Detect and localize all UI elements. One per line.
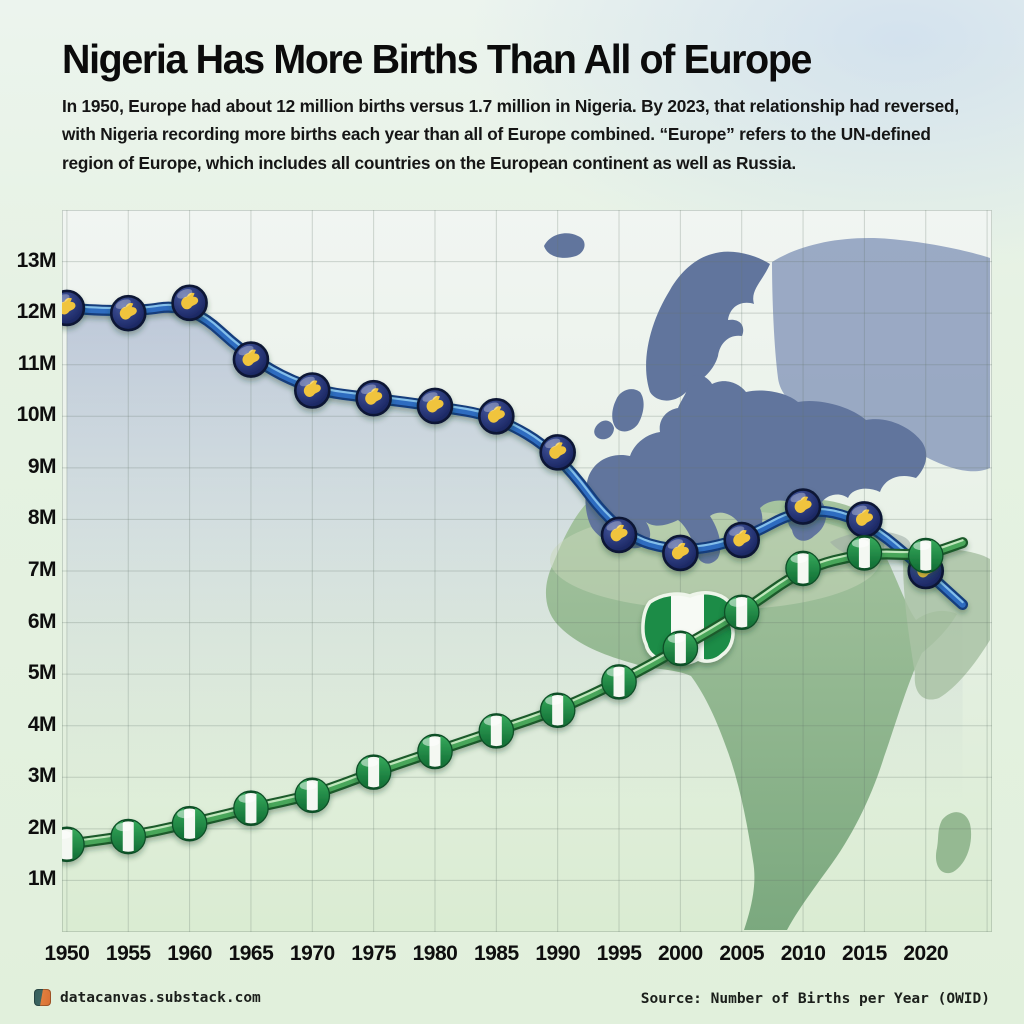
- europe-marker: [478, 397, 515, 435]
- europe-marker: [846, 501, 883, 538]
- europe-marker: [355, 379, 392, 417]
- nigeria-marker: [478, 713, 515, 749]
- datacanvas-logo-icon: [34, 989, 51, 1006]
- europe-marker: [171, 284, 208, 322]
- y-tick-label: 11M: [17, 351, 57, 375]
- nigeria-marker: [233, 790, 269, 827]
- x-tick-label: 2005: [719, 942, 765, 965]
- nigeria-marker: [355, 754, 392, 790]
- footer: datacanvas.substack.com Source: Number o…: [0, 986, 1024, 1016]
- x-tick-label: 2015: [842, 942, 887, 965]
- y-tick-label: 5M: [27, 661, 57, 685]
- europe-marker: [723, 521, 761, 559]
- nigeria-marker: [171, 805, 208, 842]
- x-tick-label: 1950: [44, 942, 90, 965]
- europe-line: [62, 301, 969, 611]
- nigeria-marker: [417, 733, 453, 770]
- europe-marker: [539, 434, 576, 471]
- nigeria-markers: [62, 535, 944, 863]
- x-tick-label: 2000: [658, 942, 703, 965]
- y-tick-label: 2M: [27, 815, 57, 839]
- x-tick-label: 1980: [412, 942, 458, 965]
- x-tick-label: 1960: [167, 942, 212, 965]
- x-tick-label: 2010: [780, 942, 826, 965]
- europe-marker: [293, 372, 331, 409]
- europe-marker: [109, 294, 147, 332]
- source-attribution: Source: Number of Births per Year (OWID): [640, 991, 990, 1007]
- site-url: datacanvas.substack.com: [60, 989, 261, 1006]
- y-tick-label: 4M: [27, 712, 57, 736]
- y-tick-label: 13M: [16, 248, 57, 272]
- europe-marker: [416, 387, 454, 425]
- x-tick-label: 2020: [903, 942, 949, 965]
- y-tick-label: 10M: [16, 403, 57, 427]
- nigeria-marker: [539, 692, 576, 729]
- nigeria-marker: [294, 777, 331, 814]
- y-tick-label: 9M: [27, 454, 57, 478]
- nigeria-marker: [662, 630, 699, 667]
- page-subtitle: In 1950, Europe had about 12 million bir…: [62, 96, 959, 173]
- y-tick-label: 8M: [27, 506, 57, 530]
- page-title: Nigeria Has More Births Than All of Euro…: [62, 36, 812, 82]
- nigeria-marker: [723, 594, 760, 631]
- x-tick-label: 1985: [473, 942, 519, 965]
- x-tick-label: 1995: [596, 942, 642, 965]
- y-tick-label: 6M: [27, 609, 57, 633]
- europe-marker: [232, 341, 270, 378]
- nigeria-marker: [110, 818, 147, 855]
- x-tick-label: 1990: [535, 942, 581, 965]
- x-tick-label: 1955: [105, 942, 151, 965]
- europe-marker: [662, 534, 699, 572]
- europe-markers: [62, 284, 945, 590]
- europe-map-silhouette: [544, 233, 990, 564]
- nigeria-marker: [785, 550, 821, 587]
- x-tick-label: 1970: [289, 942, 335, 965]
- nigeria-marker: [846, 535, 883, 571]
- europe-marker: [600, 516, 638, 554]
- y-tick-label: 1M: [27, 867, 57, 891]
- x-tick-label: 1975: [351, 942, 396, 965]
- europe-marker: [784, 488, 822, 525]
- x-tick-label: 1965: [228, 942, 274, 965]
- europe-marker: [62, 289, 86, 327]
- gridlines: [62, 210, 992, 932]
- nigeria-marker: [907, 537, 944, 574]
- nigeria-marker: [601, 664, 637, 700]
- y-tick-label: 3M: [27, 764, 57, 788]
- nigeria-marker: [62, 826, 85, 863]
- y-tick-label: 7M: [27, 558, 57, 581]
- y-tick-label: 12M: [16, 300, 57, 324]
